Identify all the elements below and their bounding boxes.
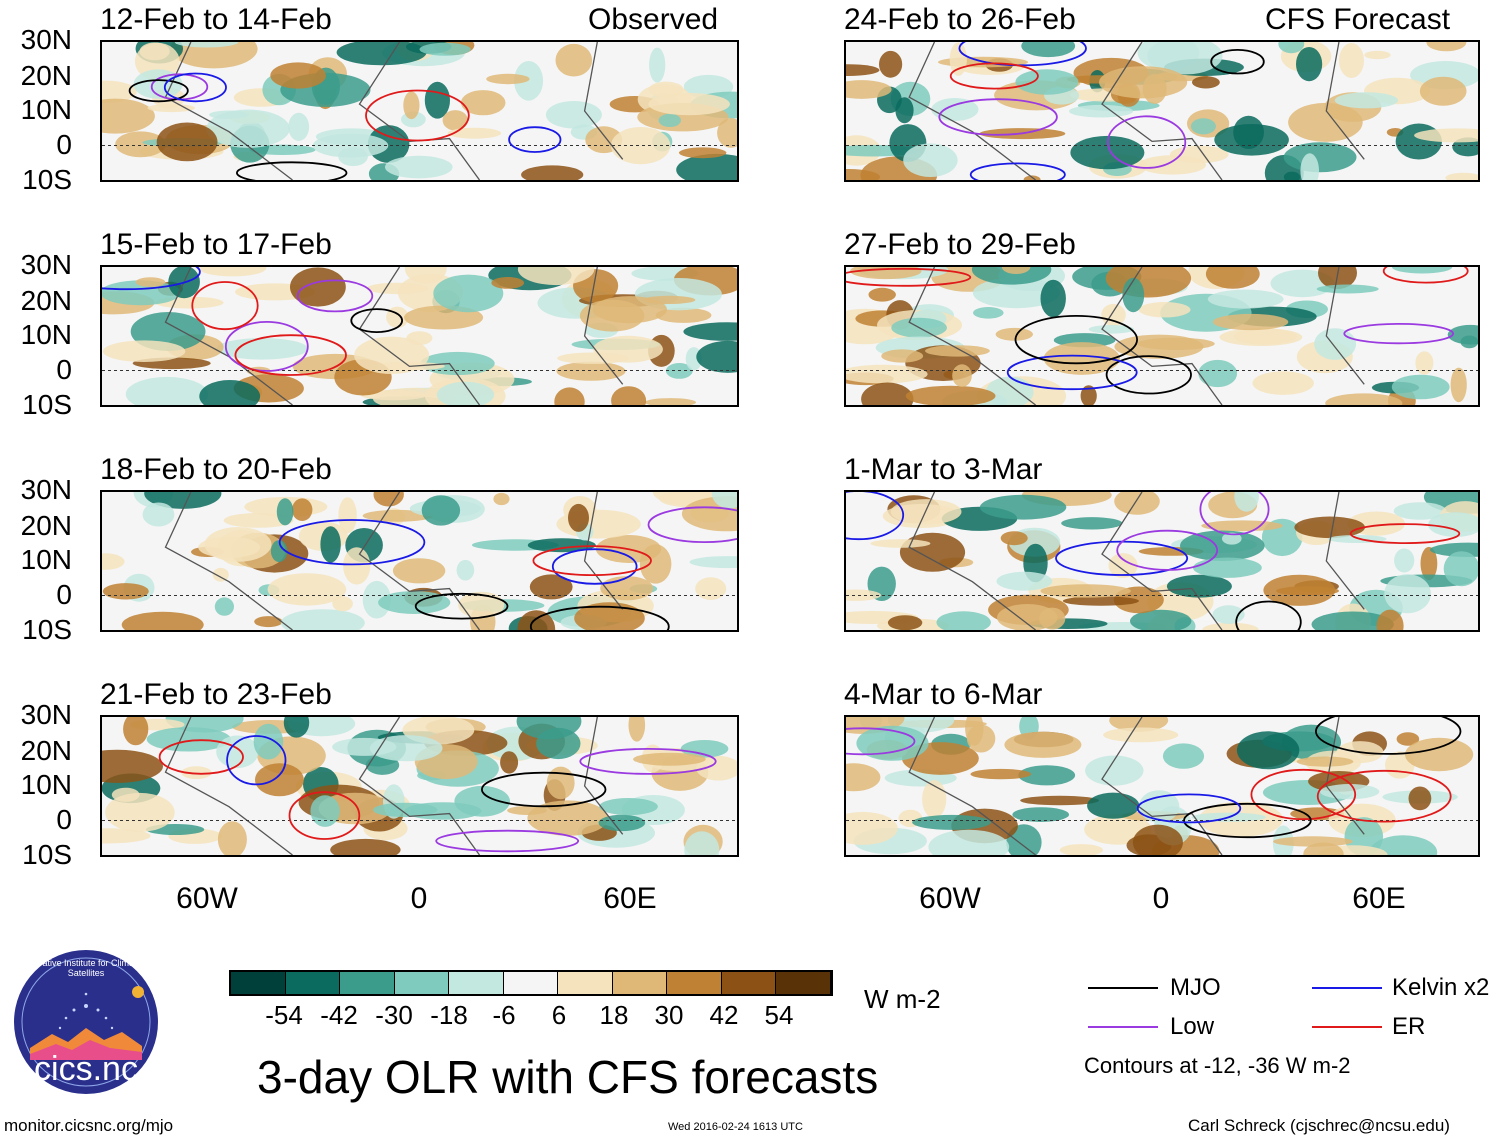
lat-label: 10S — [22, 389, 72, 420]
lat-label: 10S — [22, 839, 72, 870]
colorbar-label: 54 — [764, 1000, 794, 1030]
lat-label: 30N — [20, 699, 72, 730]
lat-label: 20N — [20, 285, 72, 316]
lat-label: 10N — [20, 544, 72, 575]
olr-map — [100, 265, 739, 407]
legend-kelvin-label: Kelvin x2 — [1392, 974, 1490, 1001]
lat-label: 0 — [56, 579, 72, 610]
colorbar-units: W m-2 — [864, 984, 941, 1014]
colorbar-label: -30 — [375, 1000, 413, 1030]
colorbar-label: 18 — [599, 1000, 629, 1030]
olr-map — [100, 490, 739, 632]
legend-low-line — [1088, 1026, 1158, 1028]
panel-2-title: 24-Feb to 26-Feb — [844, 3, 1076, 36]
lon-label: 0 — [1152, 882, 1170, 915]
lat-label: 10N — [20, 319, 72, 350]
panel-7-title: 21-Feb to 23-Feb — [100, 678, 332, 711]
contours-note: Contours at -12, -36 W m-2 — [1084, 1053, 1351, 1078]
panel-6-title: 1-Mar to 3-Mar — [844, 453, 1043, 486]
lat-label: 0 — [56, 804, 72, 835]
colorbar-swatch — [667, 972, 722, 994]
lon-label: 60E — [603, 882, 657, 915]
lon-label: 60W — [919, 882, 981, 915]
main-title: 3-day OLR with CFS forecasts — [257, 1051, 879, 1103]
colorbar-swatch — [285, 972, 341, 994]
lat-label: 10N — [20, 769, 72, 800]
colorbar — [229, 970, 833, 996]
lon-label: 0 — [410, 882, 428, 915]
lat-label: 10S — [22, 164, 72, 195]
legend-er-line — [1312, 1026, 1382, 1028]
legend-mjo-label: MJO — [1170, 974, 1221, 1001]
olr-map — [844, 490, 1480, 632]
lat-label: 20N — [20, 60, 72, 91]
lat-label: 10S — [22, 614, 72, 645]
colorbar-label: 42 — [709, 1000, 739, 1030]
olr-map — [844, 40, 1480, 182]
colorbar-label: -18 — [430, 1000, 468, 1030]
footer-author: Carl Schreck (cjschrec@ncsu.edu) — [1188, 1116, 1450, 1135]
colorbar-label: -42 — [320, 1000, 358, 1030]
colorbar-label: -6 — [492, 1000, 516, 1030]
lat-label: 0 — [56, 129, 72, 160]
lat-label: 30N — [20, 249, 72, 280]
colorbar-swatch — [449, 972, 504, 994]
lat-label: 30N — [20, 24, 72, 55]
lat-label: 0 — [56, 354, 72, 385]
panel-8-title: 4-Mar to 6-Mar — [844, 678, 1043, 711]
lat-label: 20N — [20, 510, 72, 541]
colorbar-swatch — [612, 972, 668, 994]
legend-er-label: ER — [1392, 1013, 1426, 1040]
footer-url[interactable]: monitor.cicsnc.org/mjo — [4, 1116, 174, 1135]
lon-label: 60E — [1352, 882, 1406, 915]
cicsnc-logo: Cooperative Institute for Climate and Sa… — [12, 948, 160, 1096]
panel-3-title: 15-Feb to 17-Feb — [100, 228, 332, 261]
legend-low-label: Low — [1170, 1013, 1215, 1040]
lat-label: 10N — [20, 94, 72, 125]
colorbar-swatch — [558, 972, 613, 994]
olr-map — [100, 715, 739, 857]
panel-5-title: 18-Feb to 20-Feb — [100, 453, 332, 486]
logo-text: cics.nc — [34, 1050, 138, 1088]
lon-label: 60W — [176, 882, 238, 915]
colorbar-label: 30 — [654, 1000, 684, 1030]
lat-label: 20N — [20, 735, 72, 766]
colorbar-swatch — [503, 972, 559, 994]
legend-kelvin-line — [1312, 987, 1382, 989]
colorbar-swatch — [721, 972, 777, 994]
panel-1-title: 12-Feb to 14-Feb — [100, 3, 332, 36]
panel-1-tag: Observed — [588, 3, 719, 36]
colorbar-swatch — [394, 972, 450, 994]
logo-ring-text: Cooperative Institute for Climate and Sa… — [12, 958, 160, 978]
colorbar-label: 6 — [551, 1000, 567, 1030]
lat-label: 30N — [20, 474, 72, 505]
legend-mjo-line — [1088, 987, 1158, 989]
olr-map — [844, 715, 1480, 857]
colorbar-swatch — [776, 972, 832, 994]
colorbar-swatch — [231, 972, 286, 994]
panel-4-title: 27-Feb to 29-Feb — [844, 228, 1076, 261]
colorbar-swatch — [340, 972, 395, 994]
colorbar-label: -54 — [265, 1000, 303, 1030]
panel-2-tag: CFS Forecast — [1265, 3, 1451, 36]
olr-map — [844, 265, 1480, 407]
footer-timestamp: Wed 2016-02-24 1613 UTC — [668, 1121, 803, 1133]
olr-map — [100, 40, 739, 182]
